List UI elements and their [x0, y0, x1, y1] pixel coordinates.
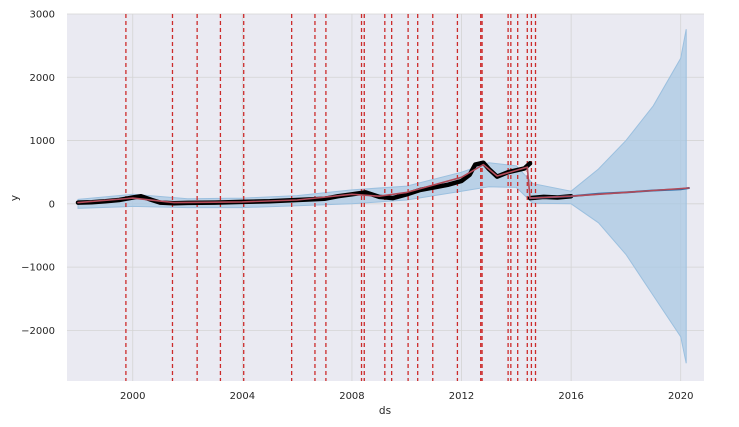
x-tick-label: 2008: [339, 391, 364, 402]
y-tick-label: 3000: [30, 10, 55, 21]
x-axis-label: ds: [379, 405, 391, 417]
x-tick-label: 2016: [558, 391, 583, 402]
x-axis-ticks: 2000 2004 2008 2012 2016 2020: [120, 391, 693, 402]
x-tick-label: 2000: [120, 391, 145, 402]
x-tick-label: 2012: [449, 391, 474, 402]
trend-series: [77, 163, 690, 204]
x-tick-label: 2004: [230, 391, 255, 402]
y-axis-ticks: −2000 −1000 0 1000 2000 3000: [21, 10, 55, 337]
y-axis-label: y: [9, 195, 21, 201]
y-tick-label: 1000: [30, 136, 55, 147]
x-tick-label: 2020: [668, 391, 693, 402]
y-tick-label: 0: [49, 199, 55, 210]
y-tick-label: −1000: [21, 263, 55, 274]
y-tick-label: 2000: [30, 73, 55, 84]
series-lines: [75, 160, 690, 206]
y-tick-label: −2000: [21, 326, 55, 337]
